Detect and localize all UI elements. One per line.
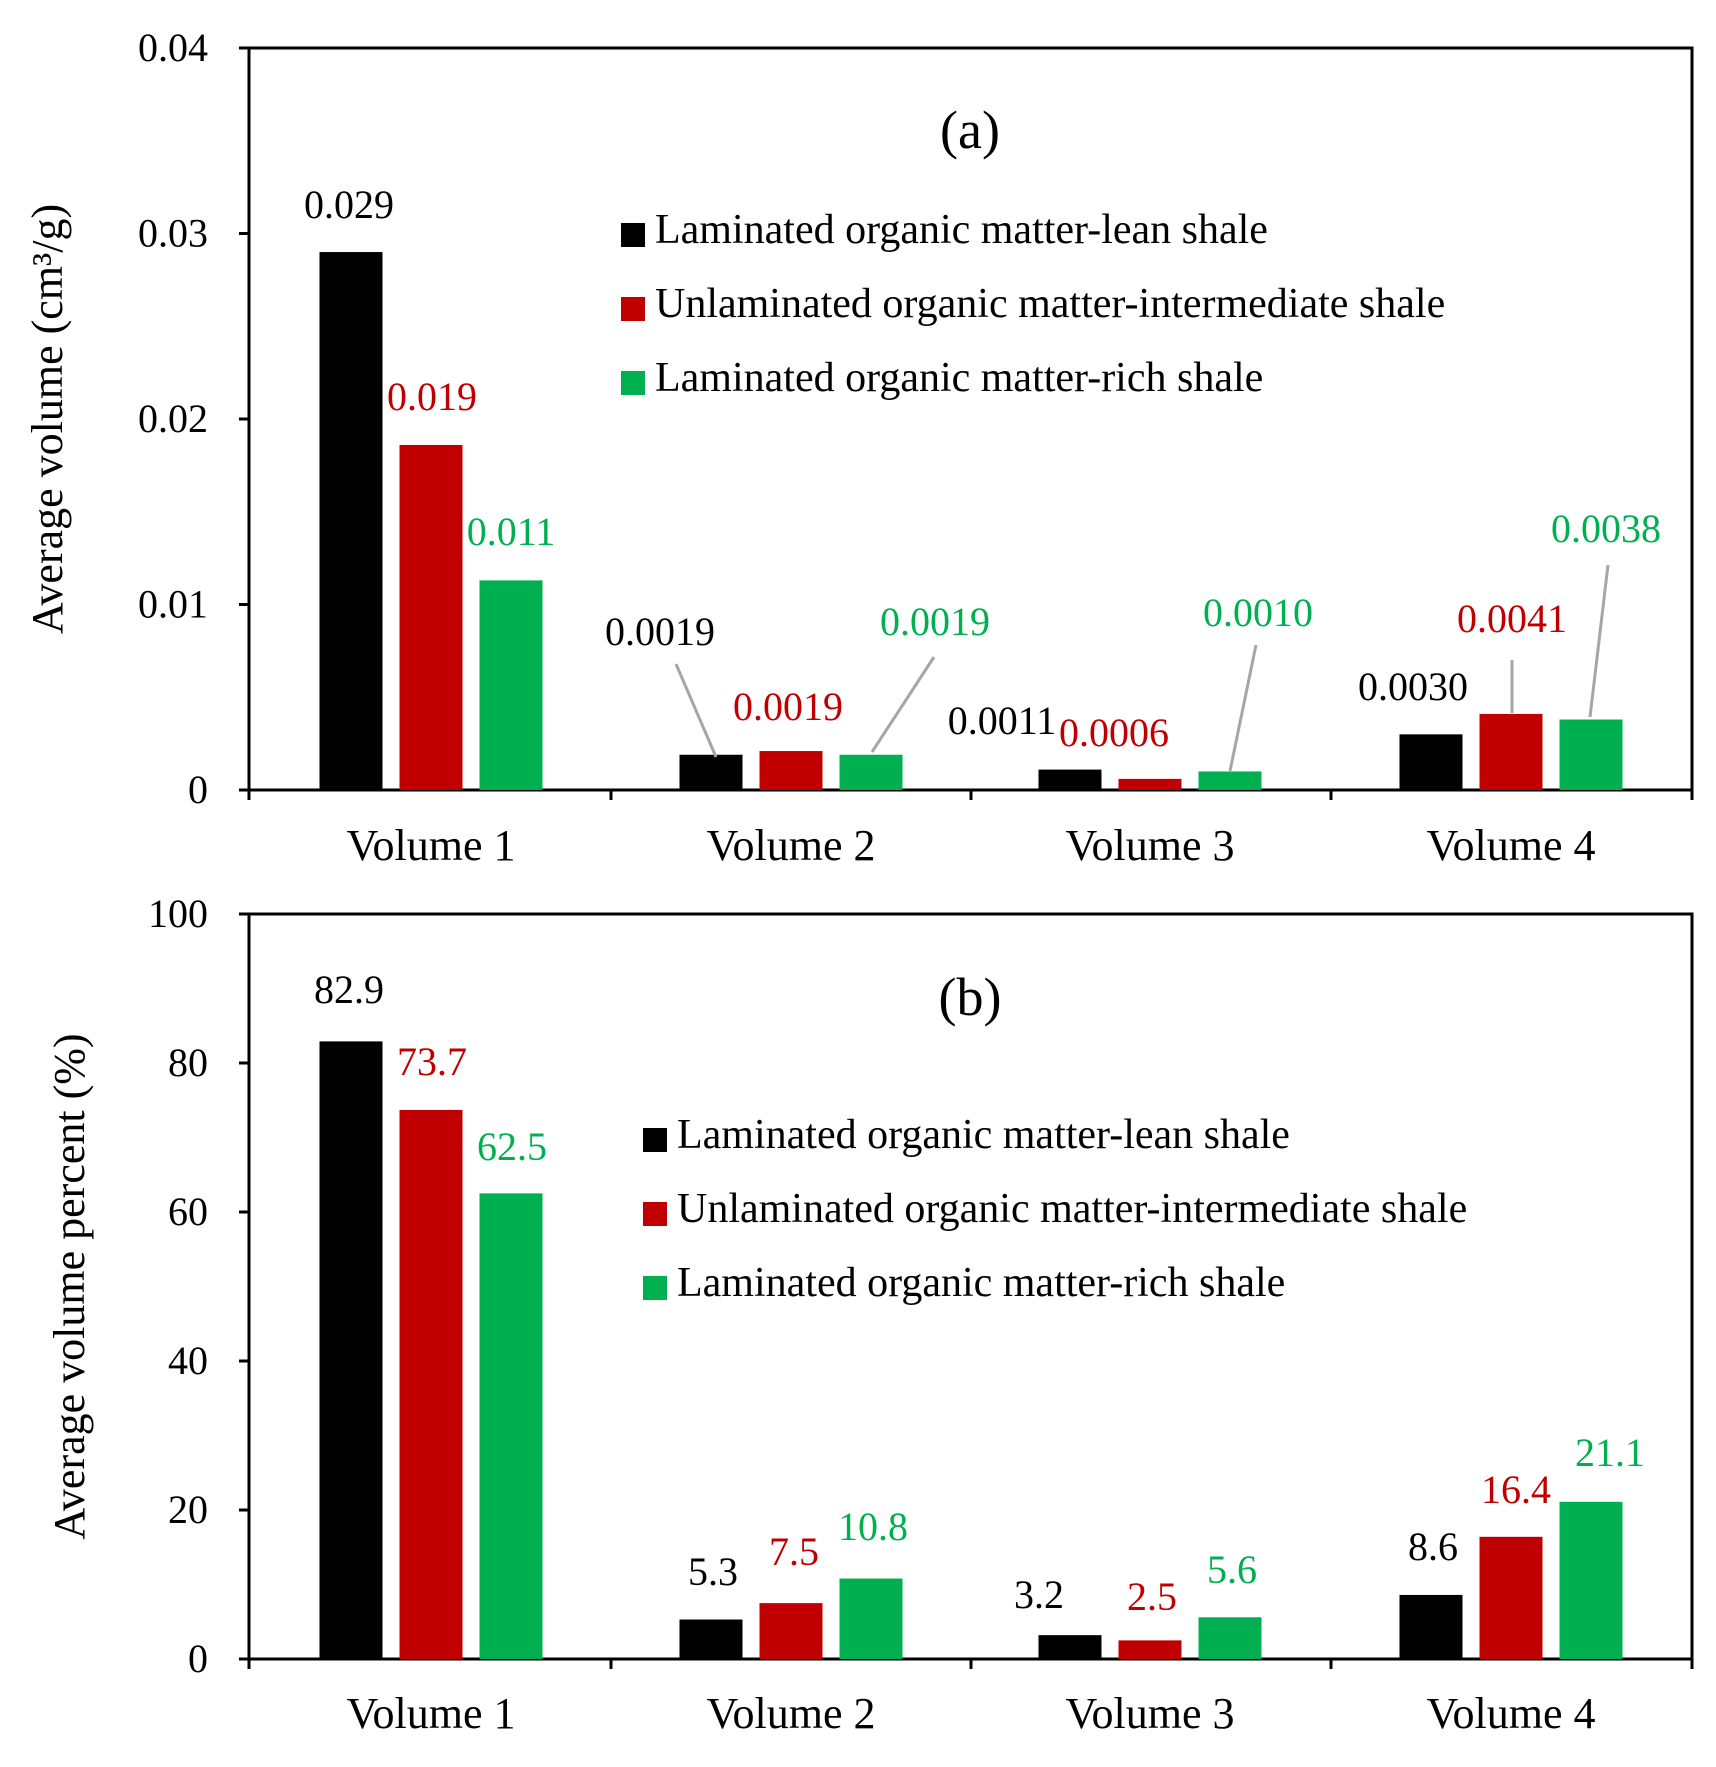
bar <box>679 754 743 790</box>
data-label: 0.0006 <box>1059 710 1169 755</box>
data-label: 21.1 <box>1575 1430 1645 1475</box>
bar <box>1559 1501 1623 1659</box>
data-label: 82.9 <box>314 967 384 1012</box>
data-label: 0.029 <box>304 182 394 227</box>
data-label: 0.0019 <box>733 684 843 729</box>
bar <box>479 1193 543 1659</box>
bar <box>319 252 383 791</box>
bar <box>839 1578 903 1659</box>
bar <box>839 754 903 790</box>
bar <box>399 1109 463 1659</box>
x-tick-label: Volume 1 <box>346 1689 515 1738</box>
data-label: 0.0010 <box>1203 590 1313 635</box>
data-label: 0.0019 <box>880 599 990 644</box>
y-tick-label: 20 <box>168 1487 208 1532</box>
bar <box>1038 1635 1102 1659</box>
panel-label: (b) <box>939 967 1002 1027</box>
legend: Laminated organic matter-lean shale Unlam… <box>621 207 1445 401</box>
legend-swatch <box>643 1276 667 1300</box>
legend-swatch <box>621 297 645 321</box>
data-label: 0.0041 <box>1457 596 1567 641</box>
x-tick-label: Volume 4 <box>1426 821 1595 870</box>
leader-line <box>674 663 718 758</box>
x-tick-label: Volume 2 <box>706 1689 875 1738</box>
chart-panel-b: 0 20 40 60 80 100 Average volume percent (%) Vo… <box>45 891 1694 1738</box>
data-label: 8.6 <box>1408 1524 1458 1569</box>
x-tick-label: Volume 1 <box>346 821 515 870</box>
data-label: 16.4 <box>1481 1467 1551 1512</box>
y-tick-label: 100 <box>148 891 208 936</box>
chart-panel-a: 0 0.01 0.02 0.03 0.04 Average volume (cm³/g) V… <box>23 25 1694 870</box>
y-tick-label: 40 <box>168 1338 208 1383</box>
bar <box>759 751 823 790</box>
bar <box>1198 771 1262 790</box>
panel-label: (a) <box>940 100 1000 160</box>
bar <box>1399 1594 1463 1659</box>
y-tick-label: 80 <box>168 1040 208 1085</box>
bar <box>319 1041 383 1659</box>
data-label: 62.5 <box>477 1124 547 1169</box>
y-tick-label: 0.03 <box>138 211 208 256</box>
legend-entry: Unlaminated organic matter-intermediate … <box>677 1186 1467 1232</box>
data-label: 0.0011 <box>948 698 1057 743</box>
legend-entry: Laminated organic matter-lean shale <box>655 207 1268 253</box>
data-label: 5.6 <box>1207 1547 1257 1592</box>
y-axis-label: Average volume (cm³/g) <box>23 204 72 634</box>
bar <box>1559 719 1623 790</box>
legend-entry: Laminated organic matter-lean shale <box>677 1112 1290 1158</box>
bar <box>1198 1617 1262 1659</box>
data-label: 10.8 <box>838 1504 908 1549</box>
leader-line <box>1588 564 1610 718</box>
bar <box>1399 734 1463 790</box>
y-tick-label: 0.01 <box>138 582 208 627</box>
bar <box>1118 1640 1182 1659</box>
y-tick-label: 0.04 <box>138 25 208 70</box>
leader-line <box>1228 644 1258 772</box>
x-tick-label: Volume 3 <box>1065 821 1234 870</box>
bar <box>1479 713 1543 790</box>
legend-swatch <box>643 1128 667 1152</box>
legend-swatch <box>643 1202 667 1226</box>
legend: Laminated organic matter-lean shale Unlam… <box>643 1112 1467 1306</box>
y-tick-label: 0.02 <box>138 396 208 441</box>
bar <box>1038 769 1102 790</box>
legend-entry: Laminated organic matter-rich shale <box>655 355 1263 401</box>
bar <box>679 1619 743 1659</box>
legend-swatch <box>621 223 645 247</box>
legend-entry: Unlaminated organic matter-intermediate … <box>655 281 1445 327</box>
data-label: 0.011 <box>467 509 556 554</box>
leader-line <box>870 656 936 753</box>
bar <box>1479 1536 1543 1659</box>
data-label: 3.2 <box>1014 1572 1064 1617</box>
data-label: 0.0019 <box>605 609 715 654</box>
bar <box>399 444 463 790</box>
bar <box>479 580 543 790</box>
data-label: 7.5 <box>769 1529 819 1574</box>
x-tick-label: Volume 2 <box>706 821 875 870</box>
y-tick-label: 60 <box>168 1189 208 1234</box>
bar <box>1118 778 1182 790</box>
y-tick-label: 0 <box>188 1636 208 1681</box>
y-axis-label: Average volume percent (%) <box>45 1033 94 1539</box>
x-tick-label: Volume 3 <box>1065 1689 1234 1738</box>
data-label: 73.7 <box>397 1039 467 1084</box>
x-tick-label: Volume 4 <box>1426 1689 1595 1738</box>
legend-entry: Laminated organic matter-rich shale <box>677 1260 1285 1306</box>
y-tick-label: 0 <box>188 767 208 812</box>
data-label: 0.0038 <box>1551 506 1661 551</box>
bar <box>759 1603 823 1659</box>
legend-swatch <box>621 371 645 395</box>
data-label: 2.5 <box>1127 1574 1177 1619</box>
data-label: 0.0030 <box>1358 664 1468 709</box>
data-label: 5.3 <box>688 1549 738 1594</box>
data-label: 0.019 <box>387 374 477 419</box>
